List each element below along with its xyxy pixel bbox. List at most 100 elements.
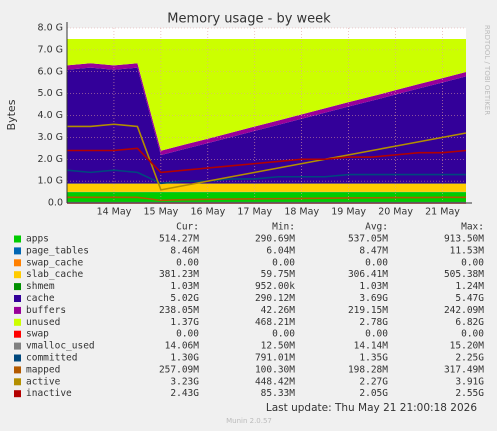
legend-swatch <box>14 354 21 362</box>
legend-stat: 219.15M <box>348 305 388 316</box>
legend-stat: 242.09M <box>444 305 484 316</box>
x-tick-label: 18 May <box>284 207 319 218</box>
y-tick-label: 5.0 G <box>38 88 64 99</box>
version: Munin 2.0.57 <box>226 417 272 425</box>
side-text: RRDTOOL / TOBI OETIKER <box>483 25 491 115</box>
legend-stat: 0.00 <box>365 329 388 340</box>
line <box>67 196 466 202</box>
legend-label: mapped <box>26 364 60 375</box>
y-tick-label: 8.0 G <box>38 23 64 34</box>
legend-label: buffers <box>26 305 66 316</box>
legend-stat: 0.00 <box>272 257 295 268</box>
legend-header: Max: <box>461 222 484 233</box>
chart-title: Memory usage - by week <box>167 12 331 27</box>
legend-stat: 468.21M <box>255 317 295 328</box>
legend-label: page_tables <box>26 245 89 256</box>
legend-stat: 1.35G <box>359 353 388 364</box>
legend-label: swap <box>26 329 49 340</box>
legend-stat: 2.05G <box>359 388 388 399</box>
legend-stat: 42.26M <box>261 305 296 316</box>
legend-swatch <box>14 318 21 326</box>
legend-header: Min: <box>272 222 295 233</box>
legend-stat: 59.75M <box>261 269 296 280</box>
legend-label: swap_cache <box>26 257 83 268</box>
legend-stat: 0.00 <box>176 257 199 268</box>
legend-stat: 2.55G <box>455 388 484 399</box>
x-tick-label: 20 May <box>378 207 413 218</box>
legend-stat: 14.14M <box>354 341 389 352</box>
legend-swatch <box>14 235 21 243</box>
legend-stat: 257.09M <box>159 364 199 375</box>
area <box>67 67 466 184</box>
legend-stat: 198.28M <box>348 364 388 375</box>
legend-stat: 952.00k <box>255 281 295 292</box>
legend-stat: 5.02G <box>170 293 199 304</box>
legend-stat: 15.20M <box>450 341 485 352</box>
legend-header: Avg: <box>365 222 388 233</box>
legend-header: Cur: <box>176 222 199 233</box>
legend-stat: 100.30M <box>255 364 295 375</box>
legend-stat: 0.00 <box>272 329 295 340</box>
legend-stat: 381.23M <box>159 269 199 280</box>
legend-label: inactive <box>26 388 72 399</box>
legend-stat: 238.05M <box>159 305 199 316</box>
legend-stat: 0.00 <box>461 329 484 340</box>
y-tick-label: 7.0 G <box>38 44 64 55</box>
legend-stat: 6.04M <box>266 245 295 256</box>
x-tick-label: 21 May <box>425 207 460 218</box>
x-tick-label: 17 May <box>237 207 272 218</box>
y-tick-label: 1.0 G <box>38 176 64 187</box>
y-tick-label: 6.0 G <box>38 66 64 77</box>
legend-stat: 448.42M <box>255 376 295 387</box>
legend-label: shmem <box>26 281 55 292</box>
legend-stat: 2.25G <box>455 353 484 364</box>
legend-stat: 306.41M <box>348 269 388 280</box>
legend-label: active <box>26 376 61 387</box>
legend-stat: 290.12M <box>255 293 295 304</box>
legend-stat: 85.33M <box>261 388 296 399</box>
x-tick-label: 15 May <box>144 207 179 218</box>
legend-stat: 537.05M <box>348 234 388 245</box>
legend-label: slab_cache <box>26 269 83 280</box>
y-tick-label: 2.0 G <box>38 154 64 165</box>
legend-stat: 1.03M <box>359 281 388 292</box>
legend-swatch <box>14 271 21 279</box>
legend-swatch <box>14 259 21 267</box>
legend-swatch <box>14 283 21 291</box>
y-axis-label: Bytes <box>5 99 18 130</box>
legend-stat: 1.24M <box>455 281 484 292</box>
legend-swatch <box>14 295 21 302</box>
legend-stat: 11.53M <box>450 245 485 256</box>
legend-swatch <box>14 366 21 374</box>
line <box>67 147 467 174</box>
legend-stat: 6.82G <box>455 317 484 328</box>
legend-label: apps <box>26 234 49 245</box>
x-tick-label: 16 May <box>190 207 225 218</box>
legend-label: committed <box>26 353 77 364</box>
legend-stat: 0.00 <box>461 257 484 268</box>
last-update: Last update: Thu May 21 21:00:18 2026 <box>266 402 477 414</box>
legend-stat: 290.69M <box>255 234 295 245</box>
legend-label: vmalloc_used <box>26 341 95 352</box>
legend-stat: 514.27M <box>159 234 199 245</box>
legend-swatch <box>14 342 21 350</box>
legend-stat: 913.50M <box>444 234 484 245</box>
legend-stat: 12.50M <box>261 341 296 352</box>
legend-swatch <box>14 330 21 338</box>
legend-stat: 3.23G <box>170 376 199 387</box>
legend-swatch <box>14 247 21 255</box>
legend-swatch <box>14 306 21 314</box>
x-tick-label: 19 May <box>331 207 366 218</box>
legend-stat: 3.69G <box>359 293 388 304</box>
legend-stat: 8.47M <box>359 245 388 256</box>
legend-stat: 317.49M <box>444 364 484 375</box>
legend-label: cache <box>26 293 55 304</box>
legend-stat: 791.01M <box>255 353 295 364</box>
legend-stat: 8.46M <box>170 245 199 256</box>
line <box>66 169 466 185</box>
x-tick-label: 14 May <box>97 207 132 218</box>
y-tick-label: 0.0 <box>48 198 63 209</box>
legend-stat: 0.00 <box>365 257 388 268</box>
line <box>67 123 467 191</box>
legend-stat: 2.78G <box>359 317 388 328</box>
